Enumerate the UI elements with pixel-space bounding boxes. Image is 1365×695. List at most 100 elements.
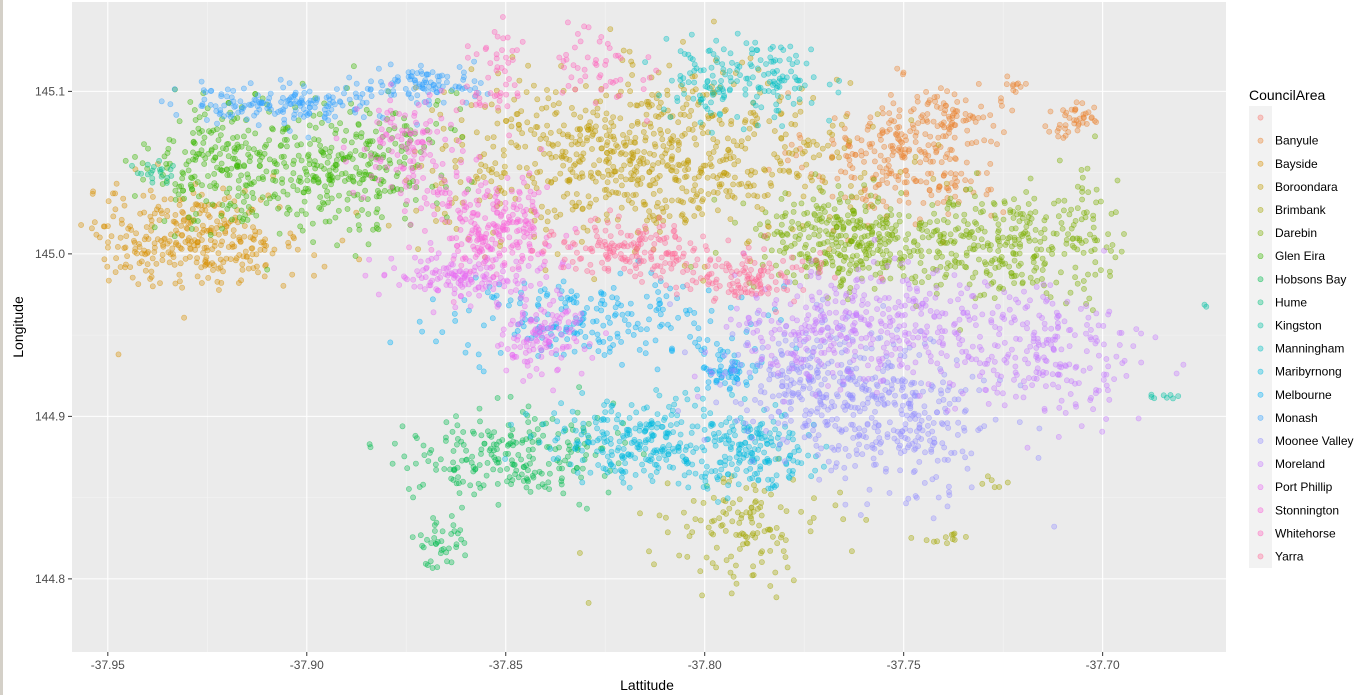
data-point bbox=[432, 182, 439, 189]
data-point bbox=[134, 170, 141, 176]
data-point bbox=[721, 169, 727, 176]
data-point bbox=[494, 395, 501, 401]
data-point bbox=[851, 235, 857, 242]
data-point bbox=[714, 174, 721, 181]
data-point bbox=[198, 280, 205, 286]
data-point bbox=[334, 242, 340, 249]
data-point bbox=[872, 193, 879, 200]
data-point bbox=[910, 334, 916, 341]
data-point bbox=[623, 426, 630, 433]
data-point bbox=[738, 400, 744, 407]
data-point bbox=[880, 302, 887, 309]
data-point bbox=[1035, 454, 1042, 461]
data-point bbox=[781, 458, 788, 465]
data-point bbox=[767, 583, 774, 589]
data-point bbox=[744, 428, 751, 434]
data-point bbox=[842, 475, 849, 482]
data-point bbox=[622, 176, 629, 183]
data-point bbox=[646, 168, 653, 175]
data-point bbox=[614, 447, 621, 454]
data-point bbox=[544, 122, 550, 129]
data-point bbox=[545, 140, 552, 147]
data-point bbox=[630, 172, 637, 178]
data-point bbox=[1014, 211, 1020, 218]
data-point bbox=[140, 192, 147, 199]
data-point bbox=[344, 196, 351, 203]
data-point bbox=[243, 193, 250, 200]
data-point bbox=[393, 173, 400, 179]
data-point bbox=[401, 453, 408, 460]
data-point bbox=[829, 262, 836, 269]
data-point bbox=[439, 528, 446, 535]
data-point bbox=[459, 504, 465, 511]
data-point bbox=[713, 564, 719, 571]
data-point bbox=[218, 160, 225, 167]
data-point bbox=[802, 412, 808, 419]
data-point bbox=[453, 480, 460, 487]
data-point bbox=[499, 437, 506, 443]
data-point bbox=[215, 287, 222, 293]
data-point bbox=[173, 112, 180, 118]
data-point bbox=[507, 432, 514, 438]
data-point bbox=[576, 384, 582, 390]
data-point bbox=[871, 148, 878, 155]
data-point bbox=[1070, 222, 1077, 228]
data-point bbox=[603, 158, 609, 165]
data-point bbox=[988, 138, 994, 145]
data-point bbox=[545, 479, 552, 486]
data-point bbox=[337, 120, 343, 127]
data-point bbox=[927, 133, 934, 140]
data-point bbox=[577, 126, 583, 133]
data-point bbox=[531, 131, 538, 137]
data-point bbox=[688, 31, 695, 38]
data-point bbox=[896, 218, 903, 225]
data-point bbox=[912, 359, 919, 366]
data-point bbox=[938, 368, 944, 375]
data-point bbox=[668, 411, 675, 418]
data-point bbox=[717, 183, 723, 190]
data-point bbox=[433, 120, 440, 127]
data-point bbox=[632, 134, 639, 141]
data-point bbox=[297, 102, 304, 109]
data-point bbox=[534, 426, 541, 433]
data-point bbox=[100, 223, 107, 230]
data-point bbox=[829, 399, 835, 405]
data-point bbox=[727, 316, 734, 323]
data-point bbox=[712, 249, 719, 256]
data-point bbox=[372, 128, 379, 135]
data-point bbox=[334, 174, 341, 181]
data-point bbox=[183, 225, 190, 231]
data-point bbox=[329, 99, 336, 106]
data-point bbox=[279, 95, 286, 101]
data-point bbox=[900, 69, 907, 76]
data-point bbox=[284, 191, 291, 198]
data-point bbox=[903, 191, 910, 197]
data-point bbox=[1061, 250, 1068, 257]
data-point bbox=[187, 246, 194, 253]
data-point bbox=[650, 130, 657, 137]
data-point bbox=[729, 518, 736, 525]
data-point bbox=[858, 152, 865, 159]
data-point bbox=[915, 334, 922, 341]
data-point bbox=[158, 166, 165, 173]
data-point bbox=[190, 130, 196, 136]
data-point bbox=[105, 277, 112, 284]
data-point bbox=[705, 191, 712, 197]
data-point bbox=[606, 191, 613, 198]
data-point bbox=[181, 195, 187, 202]
data-point bbox=[705, 384, 711, 391]
data-point bbox=[684, 553, 691, 560]
data-point bbox=[788, 417, 794, 424]
data-point bbox=[164, 207, 171, 214]
data-point bbox=[217, 242, 224, 248]
data-point bbox=[219, 124, 226, 131]
data-point bbox=[632, 455, 638, 462]
data-point bbox=[285, 204, 291, 211]
data-point bbox=[1015, 80, 1021, 87]
data-point bbox=[1114, 177, 1121, 184]
data-point bbox=[468, 459, 475, 466]
data-point bbox=[1066, 115, 1073, 121]
data-point bbox=[755, 446, 762, 453]
data-point bbox=[896, 107, 903, 113]
data-point bbox=[964, 140, 971, 147]
